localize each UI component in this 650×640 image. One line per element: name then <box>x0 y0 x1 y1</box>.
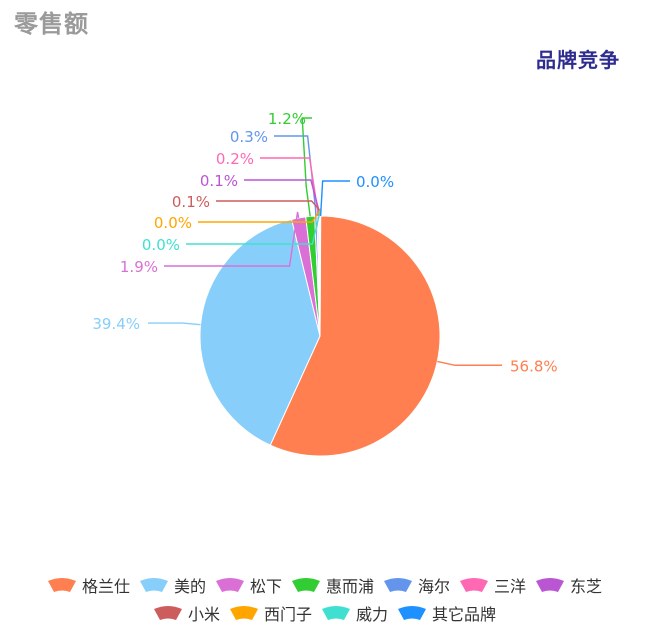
data-label: 1.2% <box>268 110 306 128</box>
legend-item[interactable]: 西门子 <box>229 601 312 625</box>
legend-swatch-icon <box>384 578 412 592</box>
legend-label: 西门子 <box>263 605 312 624</box>
data-label: 0.1% <box>200 172 238 190</box>
pie-slice[interactable] <box>199 218 321 446</box>
label-leader-line <box>437 360 502 366</box>
legend-item[interactable]: 威力 <box>322 601 388 625</box>
legend-item[interactable]: 松下 <box>215 573 282 597</box>
chart-title: 品牌竞争 <box>536 48 620 72</box>
legend-label: 松下 <box>249 577 282 596</box>
legend-swatch-icon <box>47 578 76 592</box>
legend-row: 格兰仕 美的 松下 惠而浦 海尔 三洋 东芝 <box>0 572 650 598</box>
data-label: 39.4% <box>92 315 140 333</box>
legend-swatch-icon <box>536 578 565 592</box>
legend-item[interactable]: 美的 <box>139 573 206 597</box>
data-label: 1.9% <box>120 258 158 276</box>
data-label: 0.0% <box>356 173 394 191</box>
legend-item[interactable]: 三洋 <box>460 573 526 597</box>
legend-label: 其它品牌 <box>432 605 497 624</box>
data-label: 0.1% <box>172 193 210 211</box>
data-label: 0.2% <box>216 150 254 168</box>
legend-item[interactable]: 海尔 <box>384 573 450 597</box>
legend-label: 东芝 <box>570 577 603 596</box>
label-leader-line <box>216 200 321 217</box>
legend-swatch-icon <box>153 606 182 620</box>
legend-item[interactable]: 东芝 <box>536 573 602 597</box>
label-leader-line <box>148 322 201 326</box>
data-label: 0.0% <box>142 236 180 254</box>
legend-label: 海尔 <box>418 577 451 596</box>
pie-slice[interactable] <box>269 215 441 457</box>
legend-label: 小米 <box>187 605 220 624</box>
data-label: 56.8% <box>510 357 558 375</box>
data-label: 0.0% <box>154 214 192 232</box>
legend-swatch-icon <box>398 606 427 620</box>
legend-label: 三洋 <box>494 577 527 596</box>
legend-item[interactable]: 惠而浦 <box>291 573 374 597</box>
label-leader-line <box>164 211 300 267</box>
legend-swatch-icon <box>229 606 258 620</box>
legend-item[interactable]: 小米 <box>153 601 220 625</box>
legend-item[interactable]: 格兰仕 <box>47 573 130 597</box>
label-leader-line <box>319 180 350 217</box>
data-label: 0.3% <box>230 128 268 146</box>
legend: 格兰仕 美的 松下 惠而浦 海尔 三洋 东芝 小米 西门子 威力 其它品牌 <box>0 572 650 628</box>
legend-label: 威力 <box>356 605 389 624</box>
legend-swatch-icon <box>215 578 244 592</box>
legend-swatch-icon <box>460 578 489 592</box>
legend-swatch-icon <box>291 578 320 592</box>
legend-label: 美的 <box>173 577 206 596</box>
label-leader-line <box>274 135 317 217</box>
legend-item[interactable]: 其它品牌 <box>398 601 496 625</box>
section-title: 零售额 <box>14 10 89 38</box>
legend-label: 惠而浦 <box>325 577 374 596</box>
legend-row: 小米 西门子 威力 其它品牌 <box>0 600 650 626</box>
legend-swatch-icon <box>322 606 350 620</box>
legend-swatch-icon <box>139 578 168 592</box>
legend-label: 格兰仕 <box>81 577 130 596</box>
